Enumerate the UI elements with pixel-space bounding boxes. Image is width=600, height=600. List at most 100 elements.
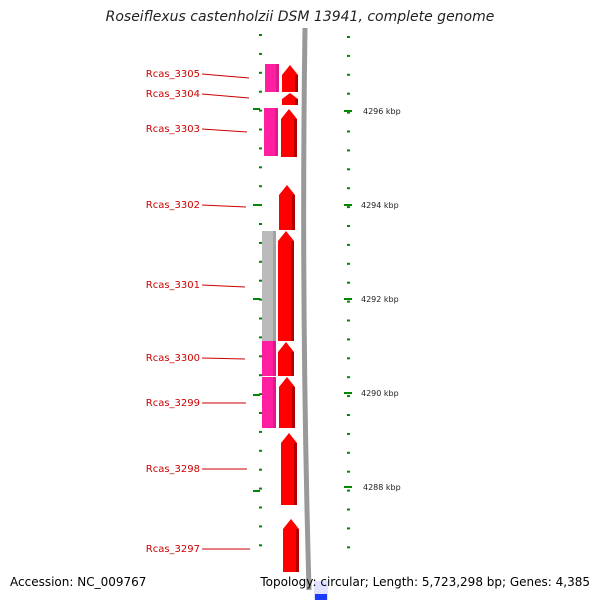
minor-tick bbox=[347, 36, 350, 38]
minor-tick bbox=[259, 71, 262, 74]
major-tick bbox=[344, 110, 352, 112]
minor-tick bbox=[259, 241, 262, 244]
minor-tick bbox=[347, 527, 350, 530]
minor-tick bbox=[347, 546, 350, 549]
minor-tick bbox=[347, 149, 350, 152]
major-tick bbox=[344, 486, 352, 488]
minor-tick bbox=[259, 468, 262, 471]
outer-tick-track bbox=[344, 36, 352, 549]
major-tick bbox=[344, 392, 352, 394]
minor-tick bbox=[259, 298, 262, 301]
category-bar-shade bbox=[275, 108, 278, 156]
gene-label: Rcas_3300 bbox=[146, 353, 200, 364]
minor-tick bbox=[347, 262, 350, 265]
gene-label: Rcas_3298 bbox=[146, 464, 200, 475]
minor-tick bbox=[259, 525, 262, 528]
minor-tick bbox=[347, 414, 350, 416]
category-bar-shade bbox=[273, 377, 276, 428]
cds-arrow-shade bbox=[292, 195, 295, 230]
cds-arrow-shade bbox=[295, 99, 298, 105]
category-bar-shade bbox=[273, 231, 276, 341]
cds-arrow-shade bbox=[291, 352, 294, 376]
gene-label: Rcas_3302 bbox=[146, 200, 200, 211]
category-bar bbox=[262, 231, 276, 341]
minor-tick bbox=[347, 130, 350, 133]
category-bar bbox=[262, 377, 276, 428]
minor-tick bbox=[259, 449, 262, 452]
cds-arrow-shade bbox=[295, 75, 298, 92]
cds-arrow bbox=[279, 185, 295, 230]
minor-tick bbox=[347, 489, 350, 492]
minor-tick bbox=[259, 544, 262, 547]
minor-tick bbox=[259, 166, 262, 169]
minor-tick bbox=[347, 111, 350, 114]
minor-tick bbox=[347, 395, 350, 398]
position-label: 4290 kbp bbox=[361, 389, 399, 398]
minor-tick bbox=[347, 432, 350, 435]
gene-label: Rcas_3301 bbox=[146, 280, 200, 291]
position-label-group: 4296 kbp 4294 kbp 4292 kbp 4290 kbp 4288 kbp bbox=[361, 107, 401, 492]
gene-label-group: Rcas_3305 Rcas_3304 Rcas_3303 Rcas_3302 Rcas… bbox=[146, 69, 250, 555]
minor-tick bbox=[347, 508, 350, 511]
major-tick bbox=[344, 204, 352, 206]
gene-leader-line bbox=[201, 204, 247, 208]
gene-leader-line bbox=[201, 284, 246, 288]
genome-summary: Topology: circular; Length: 5,723,298 bp… bbox=[260, 575, 590, 589]
accession-text: Accession: NC_009767 bbox=[10, 575, 147, 589]
major-tick bbox=[253, 204, 260, 206]
minor-tick bbox=[347, 73, 350, 76]
cds-arrow bbox=[279, 377, 295, 428]
minor-tick bbox=[347, 470, 350, 473]
cds-arrow-shade bbox=[294, 443, 297, 505]
cds-arrow bbox=[281, 109, 297, 157]
minor-tick bbox=[259, 109, 262, 112]
cds-arrow-shade bbox=[291, 241, 294, 341]
cds-arrow bbox=[282, 93, 298, 105]
minor-tick bbox=[259, 355, 262, 358]
genome-title: Roseiflexus castenholzii DSM 13941, comp… bbox=[105, 9, 495, 25]
major-tick bbox=[253, 298, 260, 300]
gene-label: Rcas_3305 bbox=[146, 69, 200, 80]
minor-tick bbox=[347, 206, 350, 209]
bottom-marker-fill bbox=[315, 594, 327, 600]
category-bar-shade bbox=[273, 341, 276, 376]
gene-leader-line bbox=[201, 357, 246, 360]
gene-leader-line bbox=[201, 73, 250, 79]
cds-arrow bbox=[278, 342, 294, 376]
gene-label: Rcas_3304 bbox=[146, 89, 200, 100]
minor-tick bbox=[259, 34, 262, 36]
inner-tick-track bbox=[253, 34, 262, 547]
cds-arrow bbox=[278, 231, 294, 341]
minor-tick bbox=[347, 243, 350, 246]
minor-tick bbox=[347, 54, 350, 57]
gene-leader-line bbox=[201, 93, 250, 99]
category-bar-shade bbox=[276, 64, 279, 92]
minor-tick bbox=[259, 506, 262, 509]
cds-track bbox=[278, 65, 299, 572]
genome-backbone bbox=[301, 27, 312, 591]
minor-tick bbox=[259, 204, 262, 207]
minor-tick bbox=[259, 374, 262, 377]
minor-tick bbox=[259, 260, 262, 263]
minor-tick bbox=[347, 357, 350, 360]
category-bar bbox=[265, 64, 279, 92]
minor-tick bbox=[259, 128, 262, 131]
minor-tick bbox=[259, 487, 262, 490]
gene-leader-line bbox=[201, 128, 248, 133]
major-tick bbox=[253, 108, 260, 110]
minor-tick bbox=[259, 90, 262, 93]
minor-tick bbox=[347, 376, 350, 379]
cds-arrow-shade bbox=[292, 387, 295, 428]
minor-tick bbox=[259, 279, 262, 282]
minor-tick bbox=[259, 52, 262, 55]
minor-tick bbox=[259, 430, 262, 433]
minor-tick bbox=[347, 319, 350, 322]
minor-tick bbox=[347, 225, 350, 227]
gene-label: Rcas_3297 bbox=[146, 544, 200, 555]
minor-tick bbox=[259, 317, 262, 320]
minor-tick bbox=[347, 92, 350, 95]
position-label: 4292 kbp bbox=[361, 295, 399, 304]
minor-tick bbox=[259, 393, 262, 396]
gene-label: Rcas_3299 bbox=[146, 398, 200, 409]
